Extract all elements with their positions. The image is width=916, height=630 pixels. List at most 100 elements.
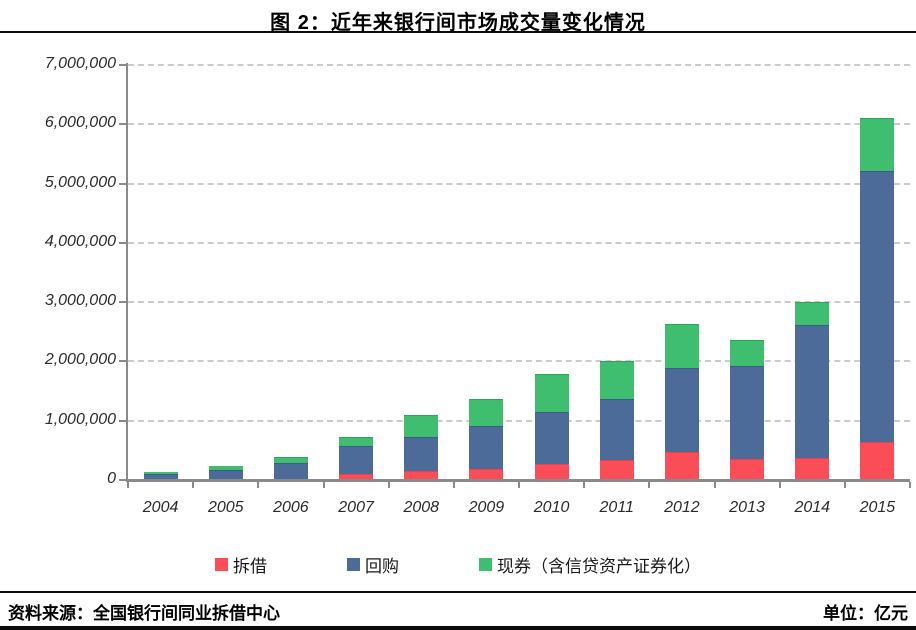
bar-segment-回购-2009 [469,426,504,469]
bar-segment-现券（含信贷资产证券化）-2009 [469,398,504,427]
bar-segment-现券（含信贷资产证券化）-2007 [339,436,374,446]
y-axis-label: 0 [107,470,116,487]
bar-segment-拆借-2011 [599,460,634,480]
bar-segment-拆借-2009 [469,468,504,480]
x-axis-label-2014: 2014 [794,499,831,516]
x-axis-label-2009: 2009 [468,499,505,516]
y-axis-line [126,63,128,482]
x-axis-label-2005: 2005 [207,499,244,516]
bar-2011 [599,361,634,480]
x-axis-label-2010: 2010 [533,499,570,516]
bar-segment-回购-2006 [273,462,308,479]
bar-2007 [339,436,374,480]
x-axis-tick [387,482,390,488]
y-axis-tick [119,479,126,481]
bar-segment-回购-2011 [599,399,634,461]
bar-2014 [795,301,830,480]
bar-2006 [273,456,308,480]
footer-divider [0,591,916,593]
bar-segment-拆借-2007 [339,473,374,480]
gridline-5,000,000 [128,182,910,185]
bar-2010 [534,373,569,480]
legend-item-回购: 回购 [347,552,399,577]
x-axis-label-2006: 2006 [273,499,309,516]
bar-2012 [664,323,699,480]
bar-segment-拆借-2010 [534,463,569,480]
x-axis-tick [778,482,781,488]
bar-segment-拆借-2008 [404,471,439,480]
x-axis-tick [648,482,651,488]
bar-2013 [730,340,765,480]
x-axis-tick [452,482,455,488]
x-axis-tick [257,482,260,488]
bar-segment-现券（含信贷资产证券化）-2006 [273,456,308,463]
bar-segment-现券（含信贷资产证券化）-2008 [404,414,439,437]
bar-segment-现券（含信贷资产证券化）-2015 [860,118,895,171]
y-axis-label: 3,000,000 [44,292,116,310]
source-note: 资料来源：全国银行间同业拆借中心 [8,604,280,623]
legend-swatch-icon [479,558,492,571]
bar-2005 [208,466,243,480]
x-axis-tick [713,482,716,488]
gridline-1,000,000 [128,419,910,422]
legend-label: 拆借 [233,557,267,576]
bottom-border-bar [0,626,916,630]
bar-segment-拆借-2013 [730,459,765,480]
bar-segment-回购-2014 [795,325,830,458]
legend-item-拆借: 拆借 [215,552,267,577]
x-axis-label-2015: 2015 [859,499,896,516]
bar-2015 [860,118,895,480]
y-axis-tick [119,241,126,244]
gridline-2,000,000 [128,360,910,363]
x-axis-label-2004: 2004 [142,499,179,516]
x-axis-label-2007: 2007 [338,499,374,516]
gridline-4,000,000 [128,241,910,244]
bar-segment-拆借-2012 [664,452,699,480]
x-axis-tick [843,482,846,488]
y-axis-tick [119,182,126,185]
footer-row: 资料来源：全国银行间同业拆借中心 单位：亿元 [8,599,908,624]
y-axis-tick [119,419,126,422]
legend-label: 现券（含信贷资产证券化） [497,557,701,576]
chart-legend: 拆借 回购 现券（含信贷资产证券化） [0,552,916,577]
legend-label: 回购 [365,557,399,576]
bar-2008 [404,414,439,480]
x-axis-tick [909,482,911,488]
x-axis-tick [583,482,586,488]
y-axis-tick [119,360,126,363]
bar-segment-回购-2010 [534,411,569,464]
y-axis-tick [119,301,126,304]
bar-segment-回购-2008 [404,436,439,472]
x-axis-tick [322,482,325,488]
x-axis-tick [192,482,195,488]
x-axis-label-2011: 2011 [599,499,634,516]
x-axis-label-2012: 2012 [664,499,700,516]
gridline-3,000,000 [128,301,910,304]
gridline-6,000,000 [128,123,910,126]
x-axis-line [126,479,910,482]
gridline-7,000,000 [128,64,910,66]
chart-title: 图 2：近年来银行间市场成交量变化情况 [270,12,646,34]
bar-segment-回购-2005 [208,469,243,480]
bar-segment-现券（含信贷资产证券化）-2014 [795,301,830,326]
y-axis-tick [119,123,126,126]
bar-2009 [469,398,504,480]
legend-swatch-icon [347,558,360,571]
bar-segment-拆借-2014 [795,457,830,480]
legend-item-现券（含信贷资产证券化）: 现券（含信贷资产证券化） [479,552,701,577]
y-axis-label: 7,000,000 [44,55,116,72]
bar-segment-现券（含信贷资产证券化）-2010 [534,373,569,412]
y-axis-tick [119,64,126,66]
y-axis-label: 1,000,000 [44,410,116,428]
x-axis-tick [127,482,129,488]
bar-segment-回购-2012 [664,368,699,453]
y-axis-label: 4,000,000 [44,232,116,250]
y-axis-label: 6,000,000 [44,114,116,132]
bar-segment-回购-2013 [730,365,765,459]
bar-segment-回购-2004 [143,473,178,480]
y-axis-label: 2,000,000 [44,351,116,369]
x-axis-tick [518,482,520,488]
y-axis-label: 5,000,000 [44,173,116,191]
bar-segment-现券（含信贷资产证券化）-2005 [208,466,243,470]
